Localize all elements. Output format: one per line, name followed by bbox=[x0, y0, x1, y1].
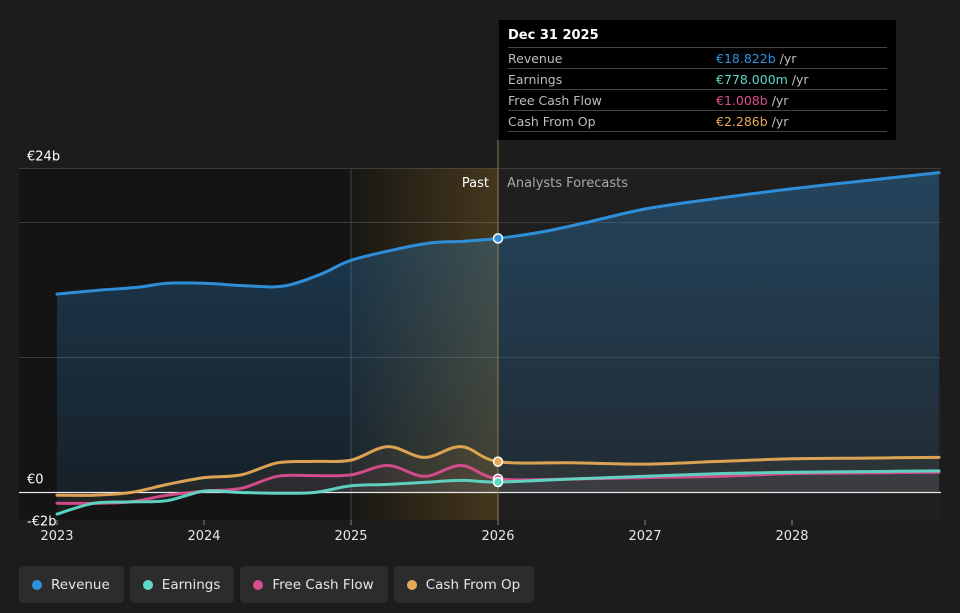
legend-item-free-cash-flow[interactable]: Free Cash Flow bbox=[240, 566, 388, 603]
legend: Revenue Earnings Free Cash Flow Cash Fro… bbox=[19, 566, 535, 603]
legend-label: Cash From Op bbox=[425, 576, 521, 593]
legend-item-earnings[interactable]: Earnings bbox=[129, 566, 235, 603]
tooltip: Dec 31 2025 Revenue €18.822b /yr Earning… bbox=[499, 20, 896, 140]
marker-point-revenue bbox=[492, 233, 504, 244]
tooltip-unit: /yr bbox=[771, 92, 789, 108]
x-tick-label: 2024 bbox=[187, 529, 220, 544]
legend-dot-icon bbox=[253, 579, 264, 590]
marker-point-cash-from-op bbox=[492, 456, 504, 467]
x-tick-label: 2028 bbox=[775, 529, 808, 544]
tooltip-label: Cash From Op bbox=[508, 113, 596, 129]
past-label: Past bbox=[462, 176, 489, 191]
legend-label: Earnings bbox=[161, 576, 221, 593]
tooltip-label: Revenue bbox=[508, 50, 563, 66]
tooltip-value: €1.008b bbox=[716, 92, 768, 108]
tooltip-row-revenue: Revenue €18.822b /yr bbox=[508, 47, 887, 68]
y-tick-label: €0 bbox=[27, 473, 44, 488]
legend-dot-icon bbox=[32, 579, 42, 590]
tooltip-row-cash-from-op: Cash From Op €2.286b /yr bbox=[508, 110, 887, 132]
series-line-revenue bbox=[55, 171, 941, 296]
x-tick-label: 2025 bbox=[334, 529, 367, 544]
tooltip-unit: /yr bbox=[779, 50, 797, 66]
legend-label: Revenue bbox=[51, 576, 110, 593]
legend-label: Free Cash Flow bbox=[272, 576, 374, 593]
tooltip-label: Earnings bbox=[508, 71, 563, 87]
y-tick-label: €24b bbox=[27, 150, 60, 165]
tooltip-row-earnings: Earnings €778.000m /yr bbox=[508, 68, 887, 89]
tooltip-row-free-cash-flow: Free Cash Flow €1.008b /yr bbox=[508, 89, 887, 110]
tooltip-unit: /yr bbox=[791, 71, 809, 87]
x-tick-label: 2023 bbox=[40, 529, 73, 544]
series-line-earnings bbox=[55, 469, 941, 516]
tooltip-date: Dec 31 2025 bbox=[508, 28, 599, 43]
series-line-free-cash-flow bbox=[55, 463, 941, 505]
x-tick-label: 2026 bbox=[481, 529, 514, 544]
x-tick-label: 2027 bbox=[628, 529, 661, 544]
tooltip-value: €778.000m bbox=[716, 71, 788, 87]
legend-item-cash-from-op[interactable]: Cash From Op bbox=[393, 566, 535, 603]
series-line-cash-from-op bbox=[55, 445, 941, 497]
legend-dot-icon bbox=[142, 579, 153, 590]
tooltip-unit: /yr bbox=[771, 113, 789, 129]
legend-item-revenue[interactable]: Revenue bbox=[19, 566, 124, 603]
tooltip-value: €2.286b bbox=[716, 113, 768, 129]
y-tick-label: -€2b bbox=[27, 515, 57, 530]
tooltip-label: Free Cash Flow bbox=[508, 92, 602, 108]
legend-dot-icon bbox=[406, 579, 417, 590]
forecast-label: Analysts Forecasts bbox=[507, 176, 628, 191]
marker-point-earnings bbox=[492, 476, 504, 488]
tooltip-value: €18.822b bbox=[716, 50, 776, 66]
